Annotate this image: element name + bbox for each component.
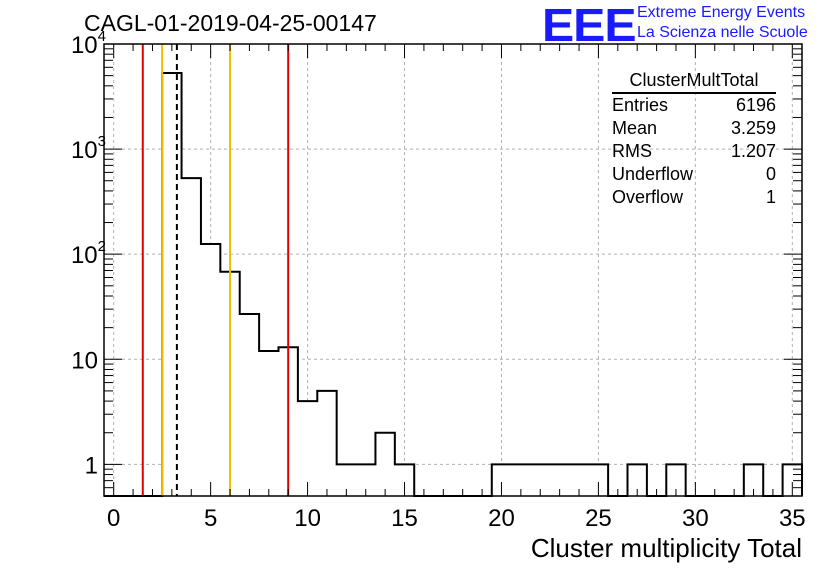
histogram-bar (356, 464, 376, 496)
histogram-bar (530, 464, 550, 496)
marker-lines (141, 44, 290, 496)
histogram-bar (317, 390, 337, 496)
histogram-bar (666, 464, 686, 496)
histogram-bar (491, 464, 512, 496)
x-axis-label: Cluster multiplicity Total (530, 533, 802, 563)
x-tick-label: 0 (107, 505, 120, 532)
x-tick-label: 25 (585, 505, 612, 532)
x-tick-label: 15 (391, 505, 418, 532)
stat-row-rms: RMS 1.207 (612, 140, 776, 163)
y-tick-label: 104 (71, 28, 106, 59)
stat-row-entries: Entries 6196 (612, 94, 776, 117)
histogram-bar (336, 464, 357, 496)
histogram-bar (511, 464, 531, 496)
x-tick-label: 20 (488, 505, 515, 532)
y-tick-label: 103 (71, 133, 106, 164)
logo-line-2: La Scienza nelle Scuole (637, 24, 808, 41)
stat-label: Underflow (612, 164, 694, 184)
stat-label: Mean (612, 118, 658, 138)
stat-value: 3.259 (730, 118, 776, 138)
stats-box: ClusterMultTotal Entries 6196 Mean 3.259… (612, 70, 776, 209)
histogram-bar (375, 432, 395, 496)
histogram-bar (588, 464, 609, 496)
histogram-bar (569, 464, 589, 496)
axis-ticks (104, 43, 802, 497)
y-tick-label: 102 (71, 238, 106, 269)
chart-title: CAGL-01-2019-04-25-00147 (84, 10, 377, 36)
histogram-bar (627, 464, 647, 496)
histogram-bar (239, 313, 260, 496)
histogram-bar (200, 243, 221, 496)
stat-label: Entries (612, 95, 669, 115)
histogram-bar (297, 401, 318, 496)
histogram-bar (743, 464, 764, 496)
stat-row-underflow: Underflow 0 (612, 163, 776, 186)
histogram-bar (259, 350, 279, 496)
stat-value: 0 (765, 164, 776, 184)
histogram-bar (181, 178, 201, 496)
histogram-bar (162, 72, 182, 497)
stat-label: Overflow (612, 187, 684, 207)
stat-value: 6196 (735, 95, 776, 115)
stats-box-title: ClusterMultTotal (612, 70, 776, 94)
stat-value: 1.207 (730, 141, 776, 161)
stat-label: RMS (612, 141, 652, 161)
x-tick-label: 5 (204, 505, 217, 532)
eee-logo-mark: EEE (542, 0, 637, 51)
histogram-bar (394, 464, 415, 496)
x-tick-label: 35 (779, 505, 806, 532)
y-tick-label: 1 (85, 452, 98, 479)
stat-row-overflow: Overflow 1 (612, 186, 776, 209)
x-tick-label: 30 (682, 505, 709, 532)
stat-row-mean: Mean 3.259 (612, 117, 776, 140)
logo-line-1: Extreme Energy Events (637, 4, 806, 21)
histogram-bar (549, 464, 570, 496)
stat-value: 1 (765, 187, 776, 207)
x-tick-label: 10 (294, 505, 321, 532)
y-tick-label: 10 (71, 347, 98, 374)
